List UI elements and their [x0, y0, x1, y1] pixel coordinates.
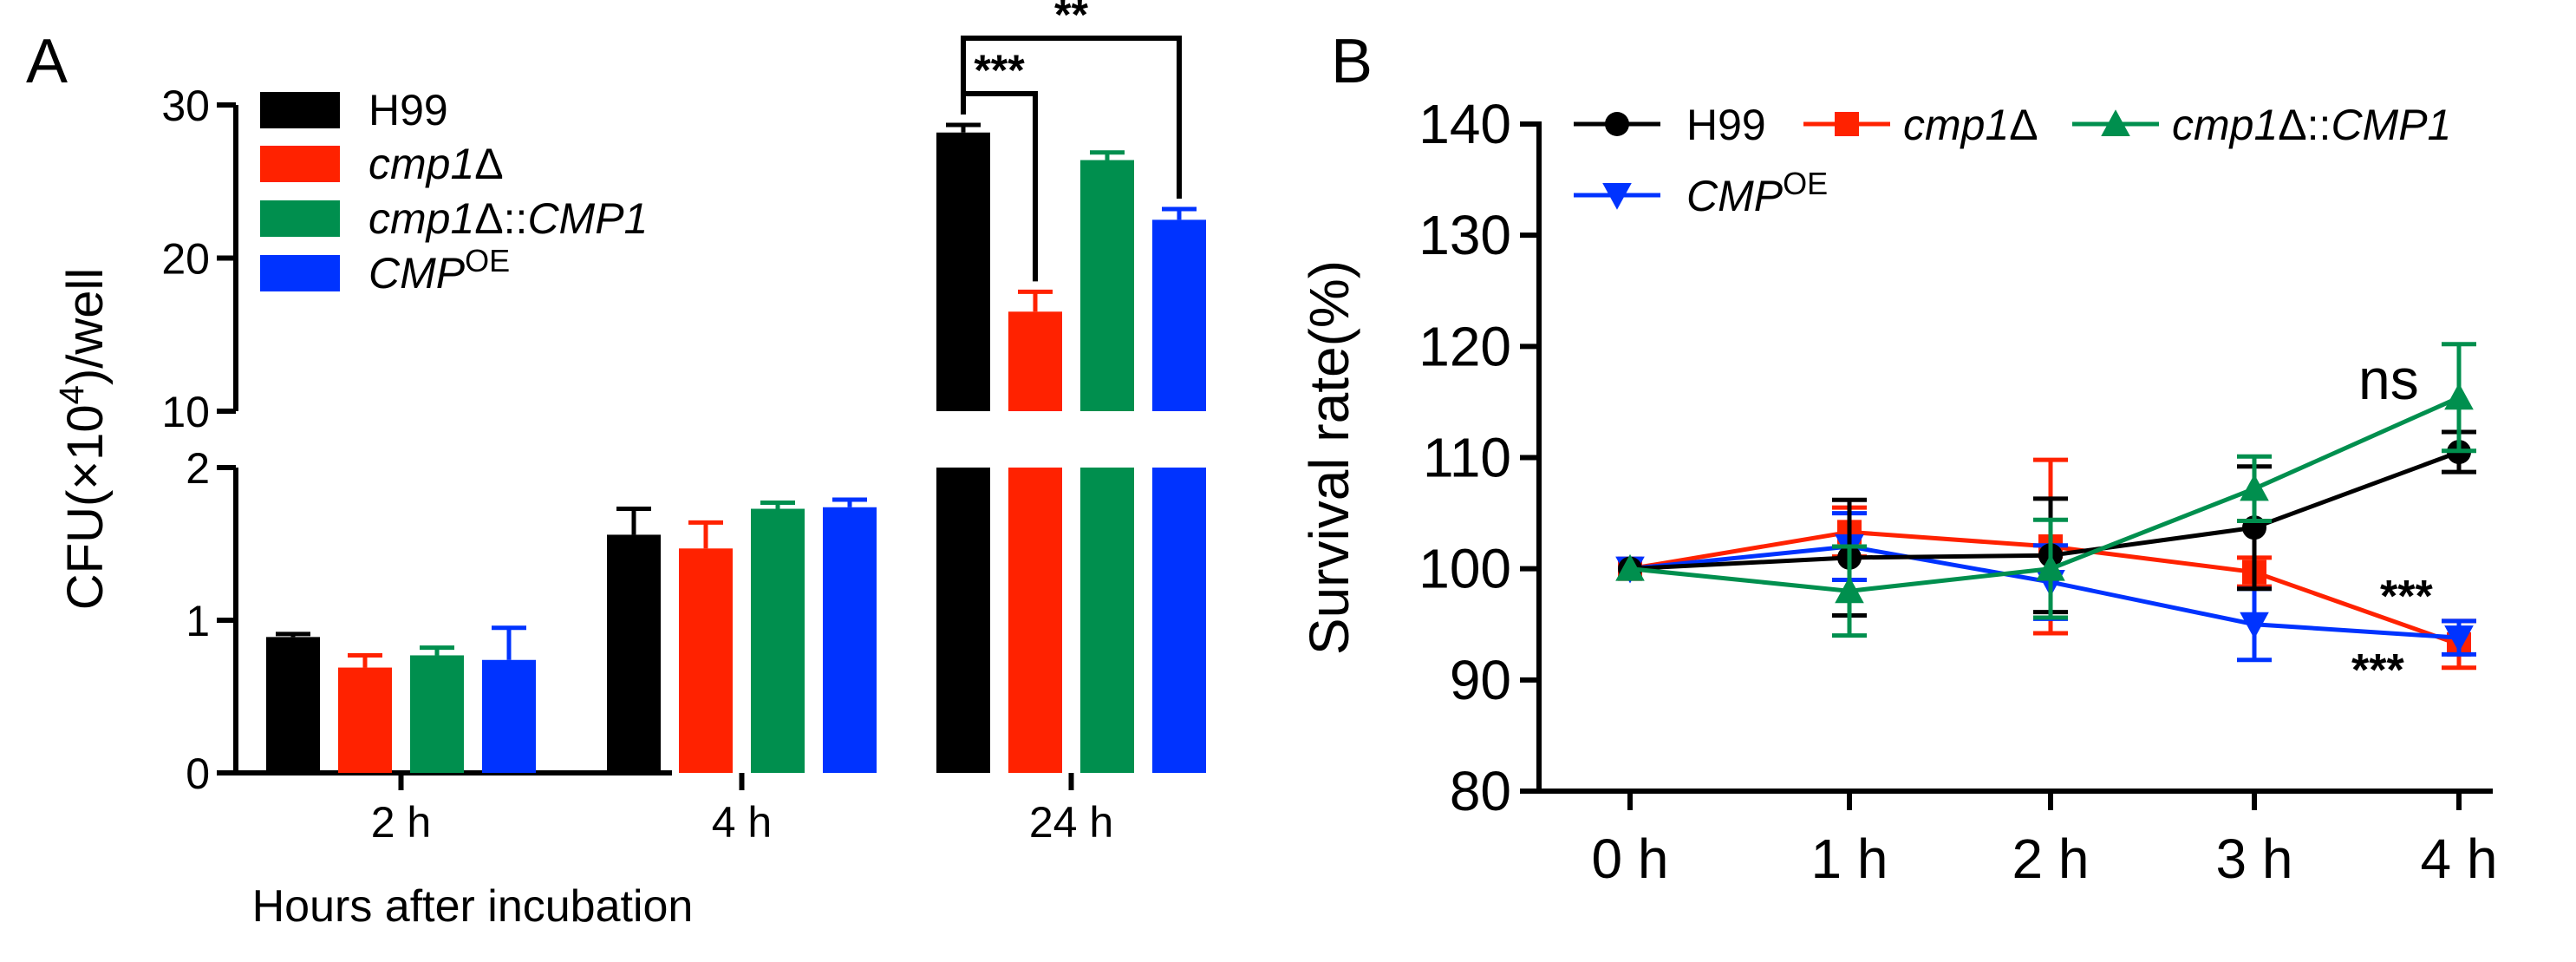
- y-tick-label: 100: [1418, 538, 1511, 600]
- legend-label-H99-part: H99: [368, 86, 448, 134]
- data-point-CMPOE: [2240, 612, 2269, 639]
- bar-CMPOE-24h-upper: [1152, 219, 1206, 411]
- legend-label-cmp1d-part: Δ: [474, 140, 503, 188]
- legend-label-cmp1d_CMP1: cmp1Δ::CMP1: [2172, 101, 2451, 149]
- x-tick-label: 3 h: [2216, 828, 2293, 890]
- legend-label-CMPOE-sup: OE: [1783, 166, 1828, 201]
- legend-swatch-cmp1d: [260, 146, 340, 182]
- data-point-CMPOE: [2444, 625, 2474, 652]
- y-axis-label-part: CFU(×10: [57, 404, 114, 610]
- legend-label-H99-part: H99: [1686, 101, 1766, 149]
- legend-swatch-cmp1d_CMP1: [260, 200, 340, 237]
- x-tick-label: 24 h: [1029, 798, 1113, 847]
- y-tick-label: 140: [1418, 93, 1511, 155]
- legend-label-H99: H99: [368, 86, 448, 134]
- legend-swatch-H99: [260, 92, 340, 128]
- x-axis-label: Hours after incubation: [252, 881, 694, 932]
- legend-label-cmp1d_CMP1-part: Δ::: [474, 194, 527, 243]
- x-tick-label: 0 h: [1592, 828, 1669, 890]
- panel-label-a: A: [26, 27, 68, 96]
- y-tick-label: 1: [186, 597, 210, 645]
- x-tick-label: 2 h: [371, 798, 432, 847]
- legend-label-H99: H99: [1686, 101, 1766, 149]
- legend-label-cmp1d: cmp1Δ: [1903, 101, 2038, 149]
- annotation-sig-green: ***: [2380, 572, 2433, 622]
- legend-marker-H99: [1605, 112, 1629, 136]
- y-tick-label: 10: [161, 388, 210, 436]
- legend-label-cmp1d-part: Δ: [2009, 101, 2038, 149]
- bar-H99-2h: [266, 637, 320, 773]
- x-tick-label: 4 h: [2421, 828, 2498, 890]
- x-tick-label: 2 h: [2012, 828, 2090, 890]
- y-tick-label: 0: [186, 749, 210, 798]
- bar-cmp1d_CMP1-4h: [751, 508, 805, 773]
- legend-marker-CMPOE: [1602, 183, 1632, 210]
- legend-label-cmp1d_CMP1-part: cmp1: [368, 194, 474, 243]
- bar-cmp1d_CMP1-2h: [410, 655, 464, 773]
- legend-label-CMPOE-sup: OE: [465, 243, 510, 278]
- y-axis-label: CFU(×104)/well: [53, 268, 114, 611]
- legend-marker-cmp1d: [1835, 112, 1859, 136]
- legend-label-CMPOE-part: CMP: [368, 249, 466, 298]
- legend-label-cmp1d_CMP1-part: Δ::: [2278, 101, 2331, 149]
- legend-label-cmp1d-part: cmp1: [1903, 101, 2009, 149]
- bar-chart-cfu: 0 1 2 10 20 30 CFU(×104)/well Hours after incub…: [53, 0, 1206, 932]
- significance-bracket: [961, 36, 1182, 200]
- x-tick-label: 4 h: [712, 798, 773, 847]
- bar-CMPOE-4h: [823, 507, 877, 773]
- legend-label-CMPOE: CMPOE: [368, 243, 510, 298]
- bar-cmp1d_CMP1-24h-lower: [1080, 468, 1134, 773]
- y-axis-label: Survival rate(%): [1298, 260, 1360, 655]
- data-point-cmp1d_CMP1: [2444, 383, 2474, 410]
- y-tick-label: 2: [186, 444, 210, 493]
- bar-CMPOE-24h-lower: [1152, 468, 1206, 773]
- legend-label-cmp1d_CMP1-part: CMP1: [527, 194, 648, 243]
- y-tick-label: 80: [1450, 760, 1511, 822]
- data-point-cmp1d_CMP1: [2036, 553, 2065, 581]
- legend-label-cmp1d_CMP1-part: CMP1: [2331, 101, 2451, 149]
- line-chart-survival: 80 90 100 110 120 130 140 0 h 1 h 2 h 3 h 4 h Surviv…: [1298, 93, 2497, 890]
- data-point-cmp1d_CMP1: [2240, 474, 2269, 501]
- legend-label-CMPOE: CMPOE: [1686, 166, 1828, 220]
- bar-H99-4h: [607, 534, 661, 773]
- y-axis-label-sup: 4: [53, 385, 91, 404]
- bar-H99-24h-upper: [936, 132, 990, 411]
- significance-label: ***: [974, 46, 1025, 95]
- annotation-ns: ns: [2358, 347, 2419, 411]
- bar-CMPOE-2h: [482, 659, 536, 773]
- legend-swatch-CMPOE: [260, 255, 340, 291]
- legend-label-cmp1d_CMP1: cmp1Δ::CMP1: [368, 194, 648, 243]
- legend-label-CMPOE-part: CMP: [1686, 172, 1784, 220]
- significance-label: **: [1054, 0, 1088, 39]
- annotation-sig-red: ***: [2351, 645, 2404, 696]
- panel-label-b: B: [1331, 27, 1373, 96]
- bar-cmp1d-2h: [338, 667, 392, 773]
- y-tick-label: 30: [161, 82, 210, 130]
- bar-cmp1d_CMP1-24h-upper: [1080, 160, 1134, 412]
- x-tick-label: 1 h: [1811, 828, 1888, 890]
- legend-marker-cmp1d_CMP1: [2101, 109, 2130, 136]
- legend-label-cmp1d_CMP1-part: cmp1: [2172, 101, 2278, 149]
- y-axis-label-part: )/well: [57, 268, 114, 385]
- data-point-cmp1d_CMP1: [1615, 553, 1645, 581]
- bar-cmp1d-4h: [679, 548, 733, 773]
- bar-H99-24h-lower: [936, 468, 990, 773]
- y-tick-label: 20: [161, 235, 210, 284]
- legend-label-cmp1d-part: cmp1: [368, 140, 474, 188]
- y-tick-label: 110: [1423, 427, 1511, 489]
- legend-label-cmp1d: cmp1Δ: [368, 140, 504, 188]
- bar-cmp1d-24h-upper: [1008, 311, 1062, 411]
- data-point-cmp1d_CMP1: [1835, 576, 1864, 604]
- y-tick-label: 120: [1418, 315, 1511, 377]
- y-tick-label: 90: [1450, 649, 1511, 711]
- y-tick-label: 130: [1418, 204, 1511, 266]
- bar-cmp1d-24h-lower: [1008, 468, 1062, 773]
